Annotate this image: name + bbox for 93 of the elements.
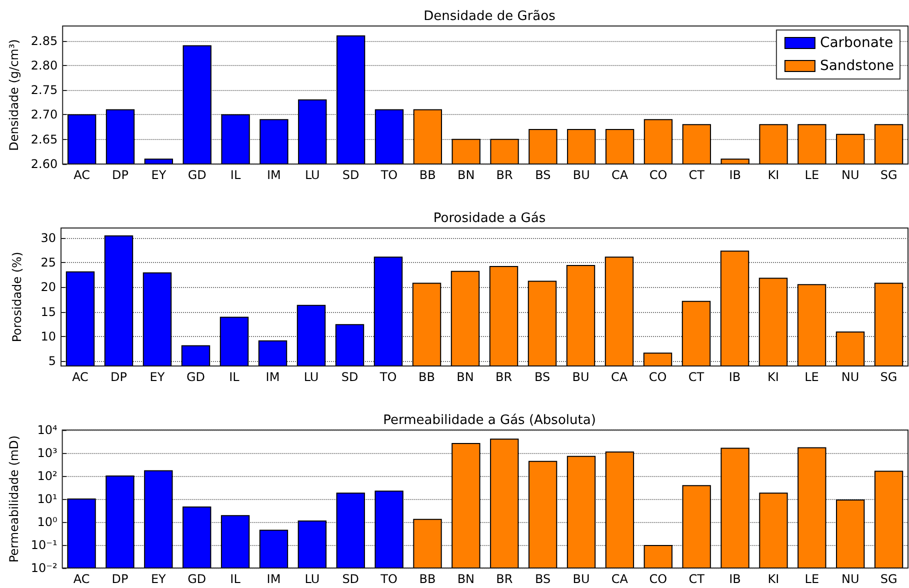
x-tick-label: IM <box>266 572 281 586</box>
x-tick-label: EY <box>151 168 167 182</box>
x-tick-label: GD <box>188 572 206 586</box>
y-axis-title: Densidade (g/cm³) <box>7 39 21 151</box>
x-tick-label: CO <box>649 168 668 182</box>
x-tick-label: NU <box>841 572 860 586</box>
x-tick-label: BU <box>572 370 590 384</box>
x-tick-label: CT <box>688 572 706 586</box>
x-tick-label: LE <box>804 168 820 182</box>
x-tick-label: KI <box>768 572 780 586</box>
x-tick-label: IM <box>267 168 281 182</box>
legend-label: Carbonate <box>820 35 894 51</box>
y-tick-label: 5 <box>48 354 56 368</box>
y-axis-title: Permeabilidade (mD) <box>7 435 21 563</box>
chart-title: Densidade de Grãos <box>424 9 556 24</box>
y-tick-label: 2.60 <box>30 157 58 171</box>
x-tick-label: LU <box>304 168 320 182</box>
x-tick-label: CO <box>648 370 667 384</box>
y-axis-title: Porosidade (%) <box>10 252 24 342</box>
y-tick-label: 2.85 <box>30 34 58 48</box>
x-tick-label: BB <box>418 370 435 384</box>
x-tick-label: AC <box>72 370 88 384</box>
x-tick-label: CT <box>688 370 705 384</box>
y-tick-label: 2.65 <box>30 132 58 146</box>
chart-title: Permeabilidade a Gás (Absoluta) <box>383 413 596 428</box>
x-tick-label: CA <box>610 370 628 384</box>
y-tick-label: 20 <box>40 280 56 294</box>
x-tick-label: IL <box>230 168 241 182</box>
x-tick-label: CT <box>688 168 706 182</box>
y-tick-label: 10² <box>37 469 58 483</box>
y-tick-label: 10⁴ <box>37 423 58 437</box>
y-tick-label: 10 <box>40 329 56 344</box>
x-tick-label: IB <box>729 168 741 182</box>
x-tick-label: BU <box>572 572 590 586</box>
y-tick-label: 2.75 <box>30 83 58 98</box>
x-tick-label: NU <box>841 168 860 182</box>
x-tick-label: CA <box>612 168 629 182</box>
x-tick-label: BU <box>572 168 590 182</box>
y-tick-label: 2.70 <box>30 108 58 122</box>
x-tick-label: BN <box>457 168 475 182</box>
x-tick-label: LE <box>804 572 820 586</box>
x-tick-label: AC <box>73 572 90 586</box>
x-tick-label: GD <box>188 168 206 182</box>
x-tick-label: SD <box>342 168 360 182</box>
x-tick-label: DP <box>110 370 127 384</box>
x-tick-label: CA <box>611 572 629 586</box>
x-tick-label: LE <box>804 370 819 384</box>
x-tick-label: IL <box>229 370 240 384</box>
x-tick-label: DP <box>112 168 128 182</box>
x-tick-label: IL <box>230 572 241 586</box>
legend-label: Sandstone <box>820 58 894 74</box>
x-tick-label: GD <box>186 370 206 384</box>
y-tick-label: 10⁰ <box>37 515 58 529</box>
x-tick-label: AC <box>74 168 90 182</box>
x-tick-label: BN <box>457 572 475 586</box>
x-tick-label: EY <box>150 572 167 586</box>
x-tick-label: KI <box>768 370 779 384</box>
x-tick-label: SG <box>880 370 898 384</box>
x-tick-label: LU <box>304 572 320 586</box>
y-tick-label: 2.80 <box>30 58 58 72</box>
x-tick-label: IB <box>729 572 741 586</box>
x-tick-label: BS <box>535 168 551 182</box>
x-tick-label: IM <box>266 370 280 384</box>
y-tick-label: 10⁻² <box>30 561 58 575</box>
y-tick-label: 10¹ <box>37 492 58 506</box>
x-tick-label: DP <box>112 572 128 586</box>
x-tick-label: KI <box>768 168 780 182</box>
x-tick-label: BR <box>496 572 513 586</box>
chart-title: Porosidade a Gás <box>433 211 546 226</box>
x-tick-label: BR <box>496 168 513 182</box>
x-tick-label: SG <box>880 572 898 586</box>
x-tick-label: LU <box>304 370 319 384</box>
x-tick-label: TO <box>380 168 398 182</box>
x-tick-label: BB <box>419 168 436 182</box>
x-tick-label: EY <box>150 370 166 384</box>
x-tick-label: TO <box>378 370 397 384</box>
x-tick-label: CO <box>649 572 668 586</box>
x-tick-label: BR <box>495 370 512 384</box>
x-tick-label: IB <box>728 370 741 384</box>
x-tick-label: TO <box>380 572 398 586</box>
y-tick-label: 25 <box>40 256 56 270</box>
x-tick-label: BN <box>456 370 474 384</box>
y-tick-label: 10³ <box>37 446 58 460</box>
x-tick-label: BS <box>534 370 550 384</box>
y-tick-label: 15 <box>40 304 56 319</box>
y-tick-label: 10⁻¹ <box>30 538 58 552</box>
x-tick-label: BS <box>534 572 551 586</box>
x-tick-label: SD <box>341 370 358 384</box>
x-tick-label: NU <box>841 370 860 384</box>
x-tick-label: SG <box>880 168 898 182</box>
y-tick-label: 30 <box>40 230 56 245</box>
x-tick-label: SD <box>342 572 360 586</box>
x-tick-label: BB <box>419 572 436 586</box>
